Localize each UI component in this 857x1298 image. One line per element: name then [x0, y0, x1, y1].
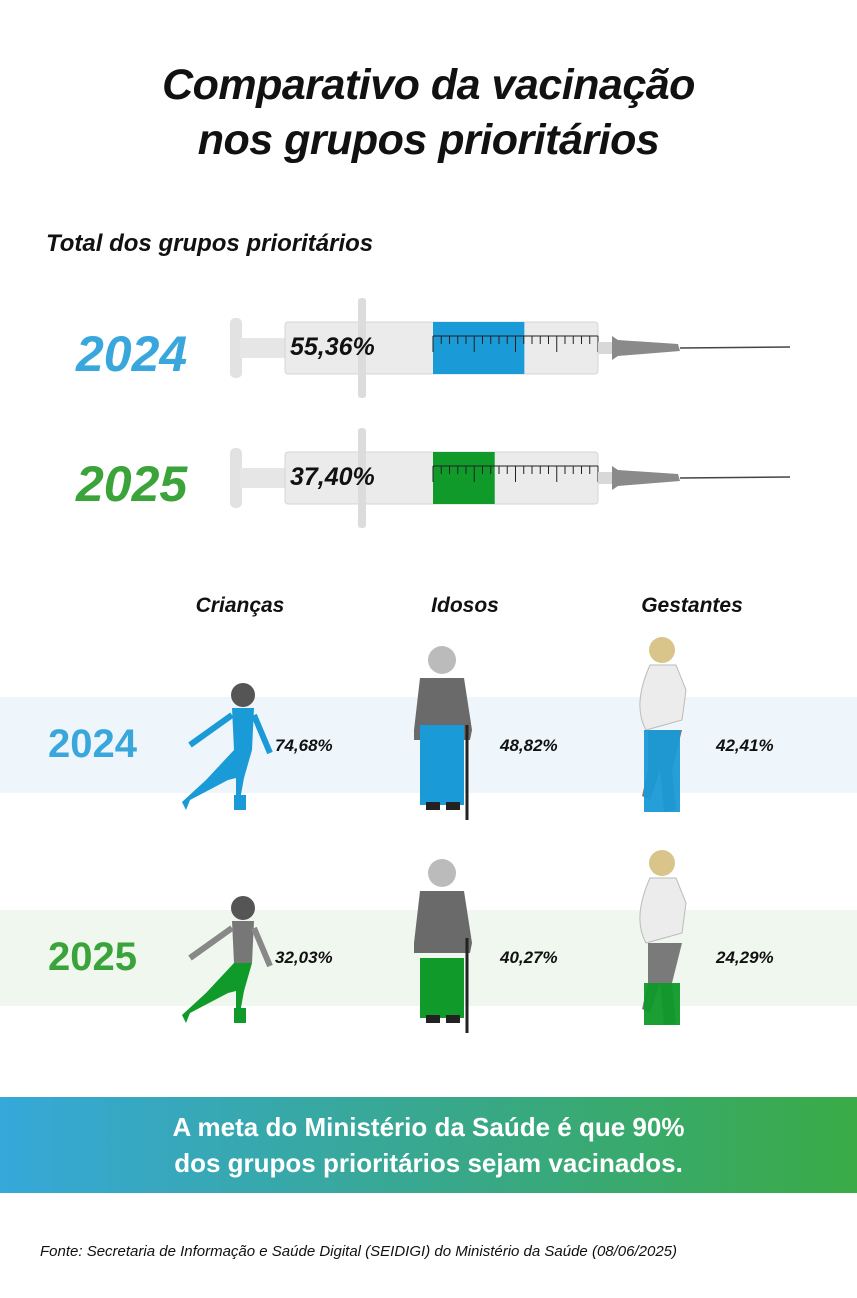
elderly-head: [428, 646, 456, 674]
child-figure-2024: [182, 683, 273, 810]
syringe-hub: [598, 342, 614, 354]
needle: [679, 346, 791, 349]
elderly-head: [428, 859, 456, 887]
category-idosos: Idosos: [431, 594, 499, 617]
value-2025-criancas: 32,03%: [275, 948, 333, 967]
value-2024-idosos: 48,82%: [500, 736, 558, 755]
child-arms: [188, 712, 273, 755]
section-subtitle: Total dos grupos prioritários: [46, 230, 374, 257]
elderly-legs: [420, 958, 464, 1018]
elderly-torso: [414, 678, 472, 740]
elderly-figure-2025: [414, 859, 472, 1033]
pregnant-head: [649, 850, 675, 876]
pregnant-legs-colored: [644, 730, 680, 812]
goal-banner: A meta do Ministério da Saúde é que 90% …: [0, 1097, 857, 1193]
elderly-figure-2024: [414, 646, 472, 820]
syringe-2024: [230, 298, 791, 398]
elderly-legs: [420, 725, 464, 805]
child-head: [231, 683, 255, 707]
syringe-2025: [230, 428, 791, 528]
child-legs: [182, 750, 252, 810]
syringe-chart: [230, 298, 791, 528]
child-legs: [182, 963, 252, 1023]
pregnant-torso: [639, 877, 687, 944]
child-torso: [232, 921, 254, 963]
total-2024-value: 55,36%: [290, 333, 375, 361]
pregnant-torso: [639, 664, 687, 731]
year-label-2025: 2025: [48, 935, 137, 979]
child-torso: [232, 708, 254, 750]
elderly-shoe: [426, 1015, 440, 1023]
finger-flange: [358, 428, 366, 528]
elderly-shoe: [446, 802, 460, 810]
syringe-fill-bar: [433, 322, 525, 374]
needle-base: [612, 336, 680, 360]
child-arms: [188, 925, 273, 968]
year-label-2024-total: 2024: [76, 326, 188, 382]
child-boot: [234, 795, 246, 810]
elderly-shoe: [446, 1015, 460, 1023]
plunger-flange: [230, 318, 242, 378]
child-boot: [234, 1008, 246, 1023]
year-label-2024: 2024: [48, 722, 137, 766]
elderly-torso: [414, 891, 472, 953]
year-label-2025-total: 2025: [76, 456, 188, 512]
syringe-hub: [598, 472, 614, 484]
source-note: Fonte: Secretaria de Informação e Saúde …: [40, 1243, 678, 1260]
plunger-rod: [240, 468, 290, 488]
plunger-flange: [230, 448, 242, 508]
syringe-fill-bar: [433, 452, 495, 504]
needle-base: [612, 466, 680, 490]
needle: [679, 476, 791, 479]
total-2025-value: 37,40%: [290, 463, 375, 491]
finger-flange: [358, 298, 366, 398]
page-title: Comparativo da vacinação nos grupos prio…: [162, 61, 695, 164]
value-2024-gestantes: 42,41%: [716, 736, 774, 755]
child-figure-2025: [182, 896, 273, 1023]
category-criancas: Crianças: [195, 594, 285, 617]
people-figures: [182, 637, 687, 1033]
category-gestantes: Gestantes: [641, 594, 743, 617]
value-2025-idosos: 40,27%: [500, 948, 558, 967]
pregnant-figure-2025: [639, 850, 687, 1025]
child-head: [231, 896, 255, 920]
elderly-shoe: [426, 802, 440, 810]
pregnant-legs-colored: [644, 983, 680, 1025]
pregnant-head: [649, 637, 675, 663]
value-2024-criancas: 74,68%: [275, 736, 333, 755]
value-2025-gestantes: 24,29%: [716, 948, 774, 967]
plunger-rod: [240, 338, 290, 358]
pregnant-figure-2024: [639, 637, 687, 812]
